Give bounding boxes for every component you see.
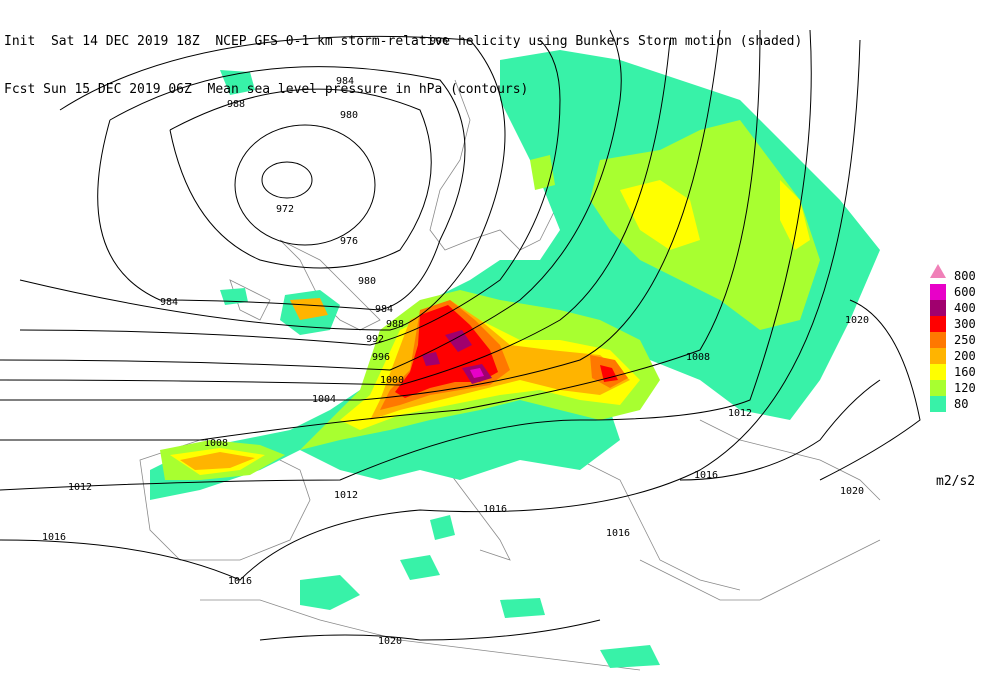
isobar-label: 1012 — [334, 490, 358, 501]
isobar-label: 976 — [340, 236, 358, 247]
isobar-label: 1020 — [378, 636, 402, 647]
helicity-legend: 800 600 400 300 250 200 160 120 80 — [924, 260, 994, 420]
legend-label: 160 — [954, 365, 976, 379]
legend-swatch — [930, 348, 946, 364]
isobar-label: 1000 — [380, 375, 404, 386]
legend-item: 400 — [924, 300, 994, 316]
legend-swatch — [930, 316, 946, 332]
isobar-label: 1016 — [42, 532, 66, 543]
legend-label: 600 — [954, 285, 976, 299]
isobar-label: 992 — [366, 334, 384, 345]
isobar-labels: 996 984 988 980 972 976 980 984 984 988 … — [42, 36, 869, 647]
helicity-600-shading — [470, 368, 484, 378]
legend-swatch — [930, 396, 946, 412]
legend-swatch — [930, 284, 946, 300]
legend-label: 800 — [954, 269, 976, 283]
isobar-1008 — [0, 29, 761, 441]
isobar-label: 1016 — [483, 504, 507, 515]
isobar-label: 1004 — [312, 394, 336, 405]
isobar-1004 — [0, 29, 721, 401]
isobar-label: 980 — [358, 276, 376, 287]
legend-item: 120 — [924, 380, 994, 396]
isobars — [0, 29, 921, 641]
isobar-label: 1016 — [694, 470, 718, 481]
legend-label: 80 — [954, 397, 969, 411]
isobar-label: 988 — [386, 319, 404, 330]
legend-label: 400 — [954, 301, 976, 315]
isobar-label: 1008 — [686, 352, 710, 363]
isobar-label: 1020 — [845, 315, 869, 326]
header-init-line: Init Sat 14 DEC 2019 18Z NCEP GFS 0-1 km… — [4, 34, 803, 49]
isobar-label: 1008 — [204, 438, 228, 449]
isobar-label: 984 — [375, 304, 393, 315]
legend-item: 200 — [924, 348, 994, 364]
isobar-label: 988 — [227, 99, 245, 110]
isobar-label: 996 — [430, 36, 448, 47]
legend-label: 120 — [954, 381, 976, 395]
legend-item: 300 — [924, 316, 994, 332]
legend-swatch — [930, 380, 946, 396]
isobar-984 — [97, 66, 466, 311]
isobar-label: 1016 — [228, 576, 252, 587]
legend-swatch — [930, 300, 946, 316]
header-forecast-line: Fcst Sun 15 DEC 2019 06Z Mean sea level … — [4, 82, 529, 97]
isobar-1016-east — [679, 379, 881, 481]
legend-arrow-icon — [930, 264, 946, 278]
isobar-972 — [261, 161, 313, 199]
isobar-980 — [169, 88, 432, 269]
isobar-label: 984 — [160, 297, 178, 308]
isobar-1012 — [0, 29, 812, 491]
legend-item: 800 — [924, 264, 994, 284]
legend-item: 250 — [924, 332, 994, 348]
legend-swatch — [930, 332, 946, 348]
isobar-1020 — [259, 619, 601, 641]
isobar-label: 1016 — [606, 528, 630, 539]
isobar-1000 — [0, 39, 671, 386]
isobar-label: 1020 — [840, 486, 864, 497]
isobar-1020-east — [819, 299, 921, 481]
legend-units: m2/s2 — [936, 474, 976, 489]
isobar-label: 996 — [372, 352, 390, 363]
legend-label: 250 — [954, 333, 976, 347]
legend-item: 600 — [924, 284, 994, 300]
isobar-label: 1012 — [728, 408, 752, 419]
isobar-992 — [19, 39, 561, 346]
legend-swatch — [930, 364, 946, 380]
isobar-label: 1012 — [68, 482, 92, 493]
legend-label: 300 — [954, 317, 976, 331]
isobar-label: 980 — [340, 110, 358, 121]
isobar-1016 — [0, 39, 861, 581]
legend-label: 200 — [954, 349, 976, 363]
isobar-996 — [0, 29, 622, 371]
legend-item: 160 — [924, 364, 994, 380]
isobar-976 — [234, 124, 376, 246]
isobar-label: 984 — [336, 76, 354, 87]
map-header: Init Sat 14 DEC 2019 18Z NCEP GFS 0-1 km… — [4, 2, 802, 114]
legend-item: 80 — [924, 396, 994, 412]
isobar-988 — [19, 35, 506, 331]
isobar-label: 972 — [276, 204, 294, 215]
